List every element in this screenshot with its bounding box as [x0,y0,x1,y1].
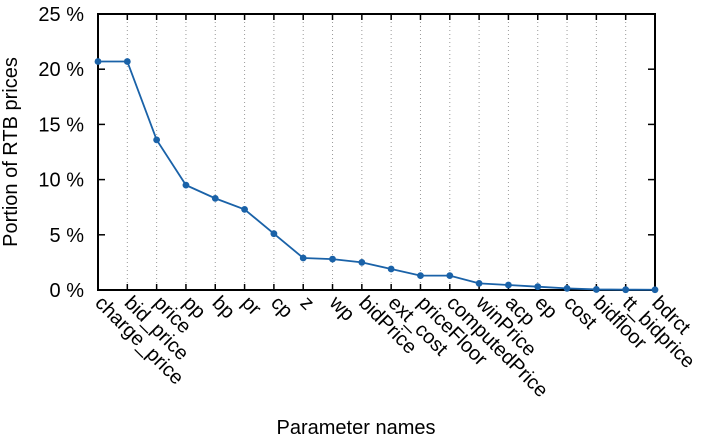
series-lines [94,58,659,294]
series-line [98,60,656,291]
data-point [592,286,600,293]
data-point [329,255,336,263]
data-point [358,259,366,266]
data-point [446,272,454,280]
data-point [94,58,102,65]
plot-frame [97,13,656,291]
data-point [182,181,190,189]
y-tick-label: 20 % [38,59,84,81]
data-point [417,272,424,280]
x-axis-title: Parameter names [277,417,436,439]
y-tick-label: 5 % [50,225,85,247]
y-axis-title: Portion of RTB prices [0,57,22,247]
data-point [123,58,131,65]
x-tick-label: pr [237,292,265,320]
data-point [651,286,659,294]
x-tick-label: wp [324,291,358,325]
y-tick-label: 15 % [38,114,84,136]
x-tick-label: cp [266,292,296,322]
data-point [475,279,483,287]
y-tick-label: 25 % [38,4,84,26]
y-axis-ticks: 0 % 5 % 10 % 15 % 20 % 25 % [38,4,655,302]
data-point [387,265,395,273]
data-point [534,283,542,291]
data-point [505,281,512,289]
data-point [299,254,307,262]
data-point [211,194,219,202]
y-tick-label: 0 % [50,280,85,302]
grid-lines [126,14,627,290]
data-point [563,284,571,292]
data-point [270,230,278,238]
y-tick-label: 10 % [38,170,84,192]
x-tick-label: z [296,292,319,315]
data-point [153,136,161,144]
data-point [241,206,248,213]
data-point [622,286,630,294]
x-tick-label: bp [208,292,239,323]
